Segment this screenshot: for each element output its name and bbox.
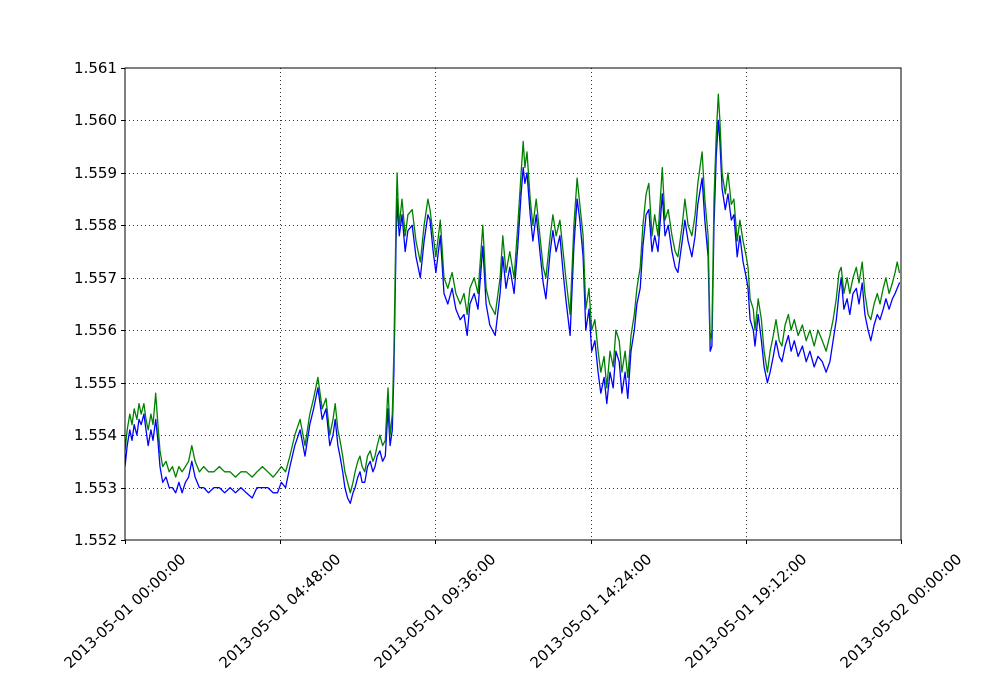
- series-line-ask: [125, 93, 901, 494]
- y-tick-label: 1.557: [74, 268, 117, 287]
- y-tick-label: 1.552: [74, 531, 117, 549]
- y-tick-label: 1.561: [74, 59, 117, 77]
- gridlines: [125, 68, 901, 540]
- y-tick-label: 1.554: [74, 426, 117, 445]
- series-lines: [125, 93, 901, 504]
- y-tick-label: 1.556: [74, 321, 117, 340]
- y-tick-label: 1.558: [74, 216, 117, 235]
- plot-border: [124, 67, 902, 541]
- y-tick-label: 1.555: [74, 373, 117, 392]
- y-tick-label: 1.553: [74, 478, 117, 497]
- y-tick-label: 1.560: [74, 111, 117, 130]
- axis-ticks: [121, 68, 902, 544]
- y-tick-label: 1.559: [74, 163, 117, 182]
- series-line-bid: [125, 119, 901, 504]
